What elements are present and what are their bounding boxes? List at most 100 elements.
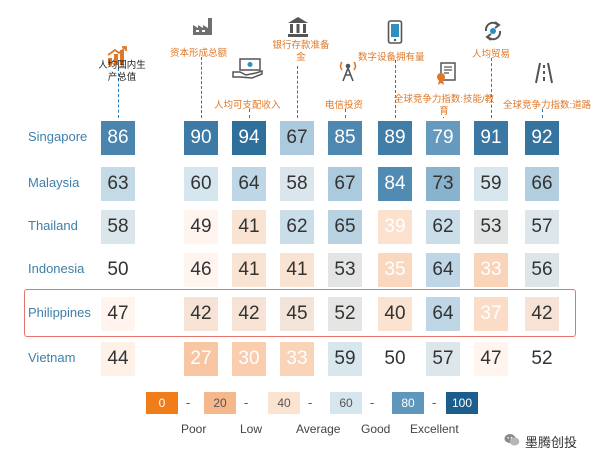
heatmap-cell: 39 [378, 210, 412, 244]
highlight-frame-philippines [24, 289, 576, 337]
trade-icon [482, 20, 504, 47]
legend-category-good: Good [361, 422, 391, 436]
heatmap-cell: 90 [184, 121, 218, 155]
watermark-text: 墨腾创投 [525, 435, 578, 450]
legend-category-average: Average [296, 422, 341, 436]
heatmap-cell: 65 [328, 210, 362, 244]
heatmap-cell: 67 [280, 121, 314, 155]
heatmap-cell: 52 [328, 297, 362, 331]
heatmap-cell: 41 [280, 253, 314, 287]
column-connector-gdp [118, 68, 119, 118]
heatmap-cell: 27 [184, 342, 218, 376]
heatmap-cell: 64 [426, 297, 460, 331]
column-label-roads: 全球竞争力指数:道路 [503, 100, 592, 111]
heatmap-cell: 40 [378, 297, 412, 331]
heatmap-cell: 67 [328, 167, 362, 201]
legend-swatch-80: 80 [392, 392, 424, 414]
column-label-deposits: 银行存款准备金 [272, 40, 330, 63]
heatmap-cell: 58 [280, 167, 314, 201]
heatmap-cell: 63 [101, 167, 135, 201]
wechat-icon [504, 433, 520, 450]
heatmap-cell: 62 [280, 210, 314, 244]
heatmap-cell: 60 [184, 167, 218, 201]
heatmap-cell: 33 [474, 253, 508, 287]
heatmap-cell: 92 [525, 121, 559, 155]
heatmap-cell: 56 [525, 253, 559, 287]
phone-icon [387, 20, 403, 49]
heatmap-cell: 57 [426, 342, 460, 376]
legend-separator: - [186, 395, 191, 410]
heatmap-cell: 50 [378, 342, 412, 376]
heatmap-cell: 42 [232, 297, 266, 331]
column-connector-capital [201, 57, 202, 118]
legend-swatch-20: 20 [204, 392, 236, 414]
column-connector-trade [491, 58, 492, 118]
column-connector-digital [395, 60, 396, 118]
column-label-skills: 全球竞争力指数:技能/教育 [393, 94, 495, 117]
legend-category-excellent: Excellent [410, 422, 459, 436]
column-label-gdp: 人均国内生产总值 [98, 60, 146, 83]
certificate-icon [435, 62, 457, 91]
antenna-icon [338, 58, 358, 87]
row-label-indonesia: Indonesia [28, 261, 85, 276]
heatmap-cell: 42 [184, 297, 218, 331]
heatmap-cell: 37 [474, 297, 508, 331]
heatmap-cell: 79 [426, 121, 460, 155]
heatmap-cell: 42 [525, 297, 559, 331]
row-label-thailand: Thailand [28, 218, 78, 233]
heatmap-cell: 35 [378, 253, 412, 287]
legend-swatch-0: 0 [146, 392, 178, 414]
row-label-philippines: Philippines [28, 305, 91, 320]
cash-hand-icon [232, 58, 266, 85]
legend-separator: - [432, 395, 437, 410]
heatmap-cell: 41 [232, 210, 266, 244]
heatmap-cell: 66 [525, 167, 559, 201]
heatmap-cell: 47 [101, 297, 135, 331]
legend-swatch-60: 60 [330, 392, 362, 414]
heatmap-cell: 62 [426, 210, 460, 244]
heatmap-cell: 53 [474, 210, 508, 244]
heatmap-cell: 91 [474, 121, 508, 155]
heatmap-cell: 46 [184, 253, 218, 287]
road-icon [534, 62, 554, 89]
heatmap-cell: 57 [525, 210, 559, 244]
heatmap-cell: 52 [525, 342, 559, 376]
watermark: 墨腾创投 [504, 432, 577, 451]
column-label-capital: 资本形成总额 [170, 48, 228, 59]
heatmap-cell: 59 [328, 342, 362, 376]
column-label-digital: 数字设备拥有量 [358, 52, 425, 63]
column-connector-skills [443, 117, 444, 118]
row-label-singapore: Singapore [28, 129, 88, 144]
row-label-malaysia: Malaysia [28, 175, 80, 190]
heatmap-cell: 64 [232, 167, 266, 201]
heatmap-cell: 58 [101, 210, 135, 244]
column-connector-income [249, 109, 250, 118]
heatmap-cell: 59 [474, 167, 508, 201]
heatmap-cell: 47 [474, 342, 508, 376]
column-label-telecom: 电信投资 [325, 100, 364, 111]
heatmap-cell: 44 [101, 342, 135, 376]
bank-icon [287, 16, 309, 43]
column-connector-deposits [297, 66, 298, 118]
heatmap-cell: 45 [280, 297, 314, 331]
heatmap-cell: 89 [378, 121, 412, 155]
heatmap-cell: 64 [426, 253, 460, 287]
factory-icon [192, 16, 214, 41]
heatmap-cell: 84 [378, 167, 412, 201]
legend-separator: - [370, 395, 375, 410]
row-label-vietnam: Vietnam [28, 350, 76, 365]
heatmap-cell: 49 [184, 210, 218, 244]
column-label-trade: 人均贸易 [472, 49, 511, 60]
column-connector-roads [542, 109, 543, 118]
heatmap-cell: 30 [232, 342, 266, 376]
heatmap-cell: 85 [328, 121, 362, 155]
heatmap-cell: 53 [328, 253, 362, 287]
legend-swatch-40: 40 [268, 392, 300, 414]
column-label-income: 人均可支配收入 [214, 100, 281, 111]
legend-separator: - [244, 395, 249, 410]
heatmap-cell: 41 [232, 253, 266, 287]
bar-growth-icon [106, 45, 128, 72]
heatmap-cell: 86 [101, 121, 135, 155]
heatmap-cell: 50 [101, 253, 135, 287]
